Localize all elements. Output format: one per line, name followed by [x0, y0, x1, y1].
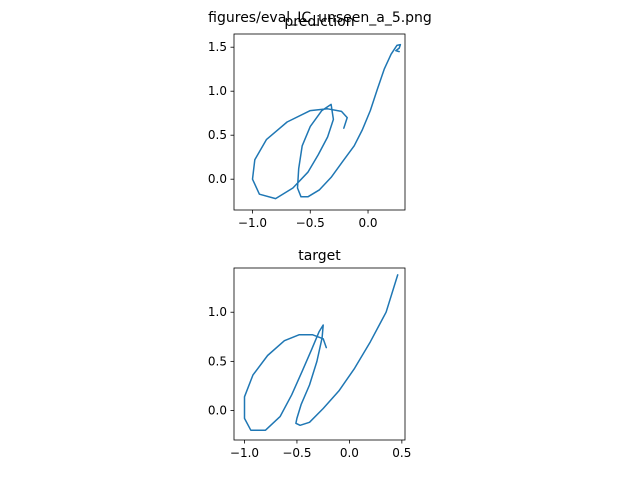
- target-axes: −1.0 −0.5 0.0 0.5 0.0 0.5 1.0 target: [208, 248, 411, 460]
- x-tick-label: 0.5: [392, 446, 411, 460]
- y-tick-label: 0.5: [208, 354, 227, 368]
- series-line-0: [251, 43, 402, 200]
- series-line-0: [243, 274, 399, 431]
- x-tick-label: −1.0: [230, 446, 259, 460]
- x-tick-label: −0.5: [296, 216, 325, 230]
- y-tick-label: 0.0: [208, 404, 227, 418]
- y-tick-label: 1.5: [208, 40, 227, 54]
- axes-title: prediction: [284, 14, 354, 30]
- figure-title: figures/eval_IC_unseen_a_5.png: [208, 10, 432, 26]
- axes-frame: [233, 267, 406, 441]
- y-tick-label: 1.0: [208, 84, 227, 98]
- x-tick-label: 0.0: [358, 216, 377, 230]
- axes-frame: [233, 33, 406, 211]
- x-tick-label: 0.0: [340, 446, 359, 460]
- axes-title: target: [298, 248, 341, 264]
- prediction-axes: −1.0 −0.5 0.0 0.0 0.5 1.0 1.5 prediction: [208, 14, 406, 230]
- y-tick-label: 0.0: [208, 172, 227, 186]
- y-tick-label: 1.0: [208, 305, 227, 319]
- x-tick-label: −1.0: [238, 216, 267, 230]
- x-tick-label: −0.5: [282, 446, 311, 460]
- y-tick-label: 0.5: [208, 128, 227, 142]
